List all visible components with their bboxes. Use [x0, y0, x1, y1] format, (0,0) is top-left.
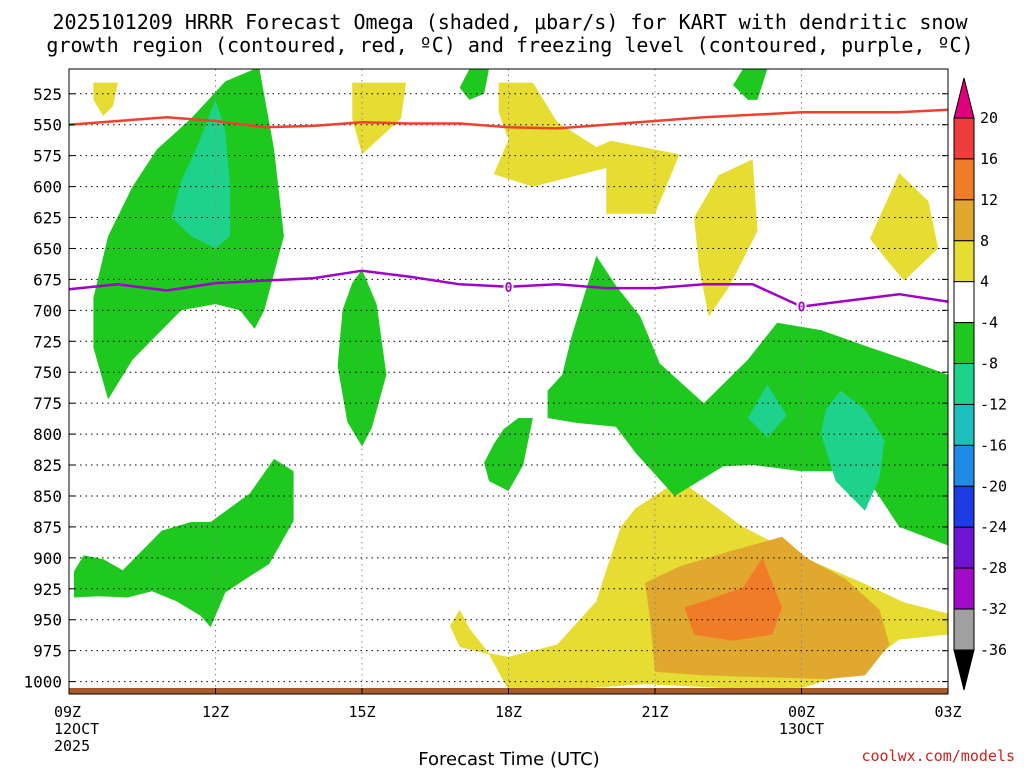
ytick-label-900: 900 — [33, 549, 62, 568]
xtick-label-12Z: 12Z — [202, 703, 229, 721]
colorbar-label: 4 — [980, 273, 989, 291]
omega-region-0 — [93, 82, 118, 116]
ytick-label-675: 675 — [33, 270, 62, 289]
omega-region-15 — [747, 384, 787, 438]
colorbar-bottom-triangle — [953, 649, 975, 691]
ytick-label-650: 650 — [33, 239, 62, 258]
colorbar-label: -28 — [980, 559, 1007, 577]
ytick-label-525: 525 — [33, 85, 62, 104]
xtick-label-18Z: 18Z — [495, 703, 522, 721]
xtick-label-15Z: 15Z — [348, 703, 375, 721]
ytick-label-575: 575 — [33, 147, 62, 166]
colorbar-label: -20 — [980, 477, 1007, 495]
xtick-sublabel: 12OCT — [54, 720, 99, 738]
xtick-label-09Z: 09Z — [54, 703, 81, 721]
ytick-label-700: 700 — [33, 301, 62, 320]
omega-region-4 — [869, 173, 939, 281]
colorbar-label: -16 — [980, 436, 1007, 454]
xtick-label-00Z: 00Z — [788, 703, 815, 721]
xtick-sublabel: 2025 — [54, 737, 90, 755]
colorbar-bin — [953, 526, 975, 569]
omega-region-3 — [694, 159, 758, 317]
omega-region-11 — [733, 69, 768, 100]
xtick-label-21Z: 21Z — [641, 703, 668, 721]
ytick-label-725: 725 — [33, 332, 62, 351]
contour-label: 0 — [798, 301, 806, 316]
colorbar-top-triangle — [953, 77, 975, 119]
colorbar-label: -4 — [980, 314, 998, 332]
colorbar-bin — [953, 240, 975, 283]
omega-region-12 — [337, 269, 387, 447]
omega-region-14 — [821, 390, 885, 511]
chart-title-line-2: growth region (contoured, red, ºC) and f… — [46, 33, 973, 57]
omega-shading-layer — [73, 69, 948, 692]
contour-layer: 00 — [69, 108, 948, 316]
colorbar-bin — [953, 117, 975, 160]
omega-region-9 — [171, 99, 231, 249]
ytick-label-1000: 1000 — [23, 673, 62, 692]
contour-label-bg — [503, 279, 514, 294]
colorbar-bin — [953, 199, 975, 242]
ytick-label-625: 625 — [33, 209, 62, 228]
contour-dendritic-snow-growth-region — [69, 108, 948, 130]
colorbar-label: 12 — [980, 191, 998, 209]
colorbar-bin — [953, 322, 975, 365]
ytick-label-750: 750 — [33, 363, 62, 382]
colorbar-bin — [953, 485, 975, 528]
ytick-label-550: 550 — [33, 116, 62, 135]
ytick-label-775: 775 — [33, 394, 62, 413]
omega-region-8 — [93, 69, 284, 400]
colorbar-label: -32 — [980, 600, 1007, 618]
colorbar-bin — [953, 567, 975, 610]
ytick-label-850: 850 — [33, 487, 62, 506]
xtick-label-03Z: 03Z — [934, 703, 961, 721]
colorbar-label: 20 — [980, 109, 998, 127]
colorbar: 20 16 12 8 4 -4 -8 -12 -16 -20 -24 -28 -32 -36 — [953, 77, 1007, 691]
colorbar-label: -36 — [980, 641, 1007, 659]
contour-label: 0 — [505, 281, 513, 296]
colorbar-bin — [953, 363, 975, 405]
credit-text: coolwx.com/models — [861, 747, 1015, 765]
colorbar-bin — [953, 281, 975, 324]
omega-region-17 — [73, 458, 294, 628]
ytick-label-825: 825 — [33, 456, 62, 475]
colorbar-label: 8 — [980, 232, 989, 250]
ytick-label-975: 975 — [33, 642, 62, 661]
omega-region-10 — [459, 69, 489, 100]
colorbar-bin — [953, 158, 975, 201]
xtick-sublabel: 13OCT — [779, 720, 824, 738]
y-axis-ticks: 525 550 575 600 625 650 675 700 725 750 775 800 825 8… — [23, 85, 948, 692]
ytick-label-600: 600 — [33, 178, 62, 197]
chart-title-line-1: 2025101209 HRRR Forecast Omega (shaded, … — [52, 10, 968, 34]
colorbar-bin — [953, 444, 975, 487]
ytick-label-950: 950 — [33, 611, 62, 630]
omega-region-13 — [547, 255, 948, 546]
colorbar-label: -12 — [980, 395, 1007, 413]
contour-label-bg — [796, 299, 807, 314]
ytick-label-925: 925 — [33, 580, 62, 599]
omega-region-1 — [352, 82, 406, 155]
ytick-label-800: 800 — [33, 425, 62, 444]
colorbar-bin — [953, 403, 975, 446]
x-axis-title: Forecast Time (UTC) — [418, 749, 599, 768]
colorbar-bin — [953, 608, 975, 651]
colorbar-label: 16 — [980, 150, 998, 168]
ytick-label-875: 875 — [33, 518, 62, 537]
colorbar-label: -24 — [980, 518, 1007, 536]
omega-region-2 — [493, 82, 680, 214]
colorbar-label: -8 — [980, 355, 998, 373]
